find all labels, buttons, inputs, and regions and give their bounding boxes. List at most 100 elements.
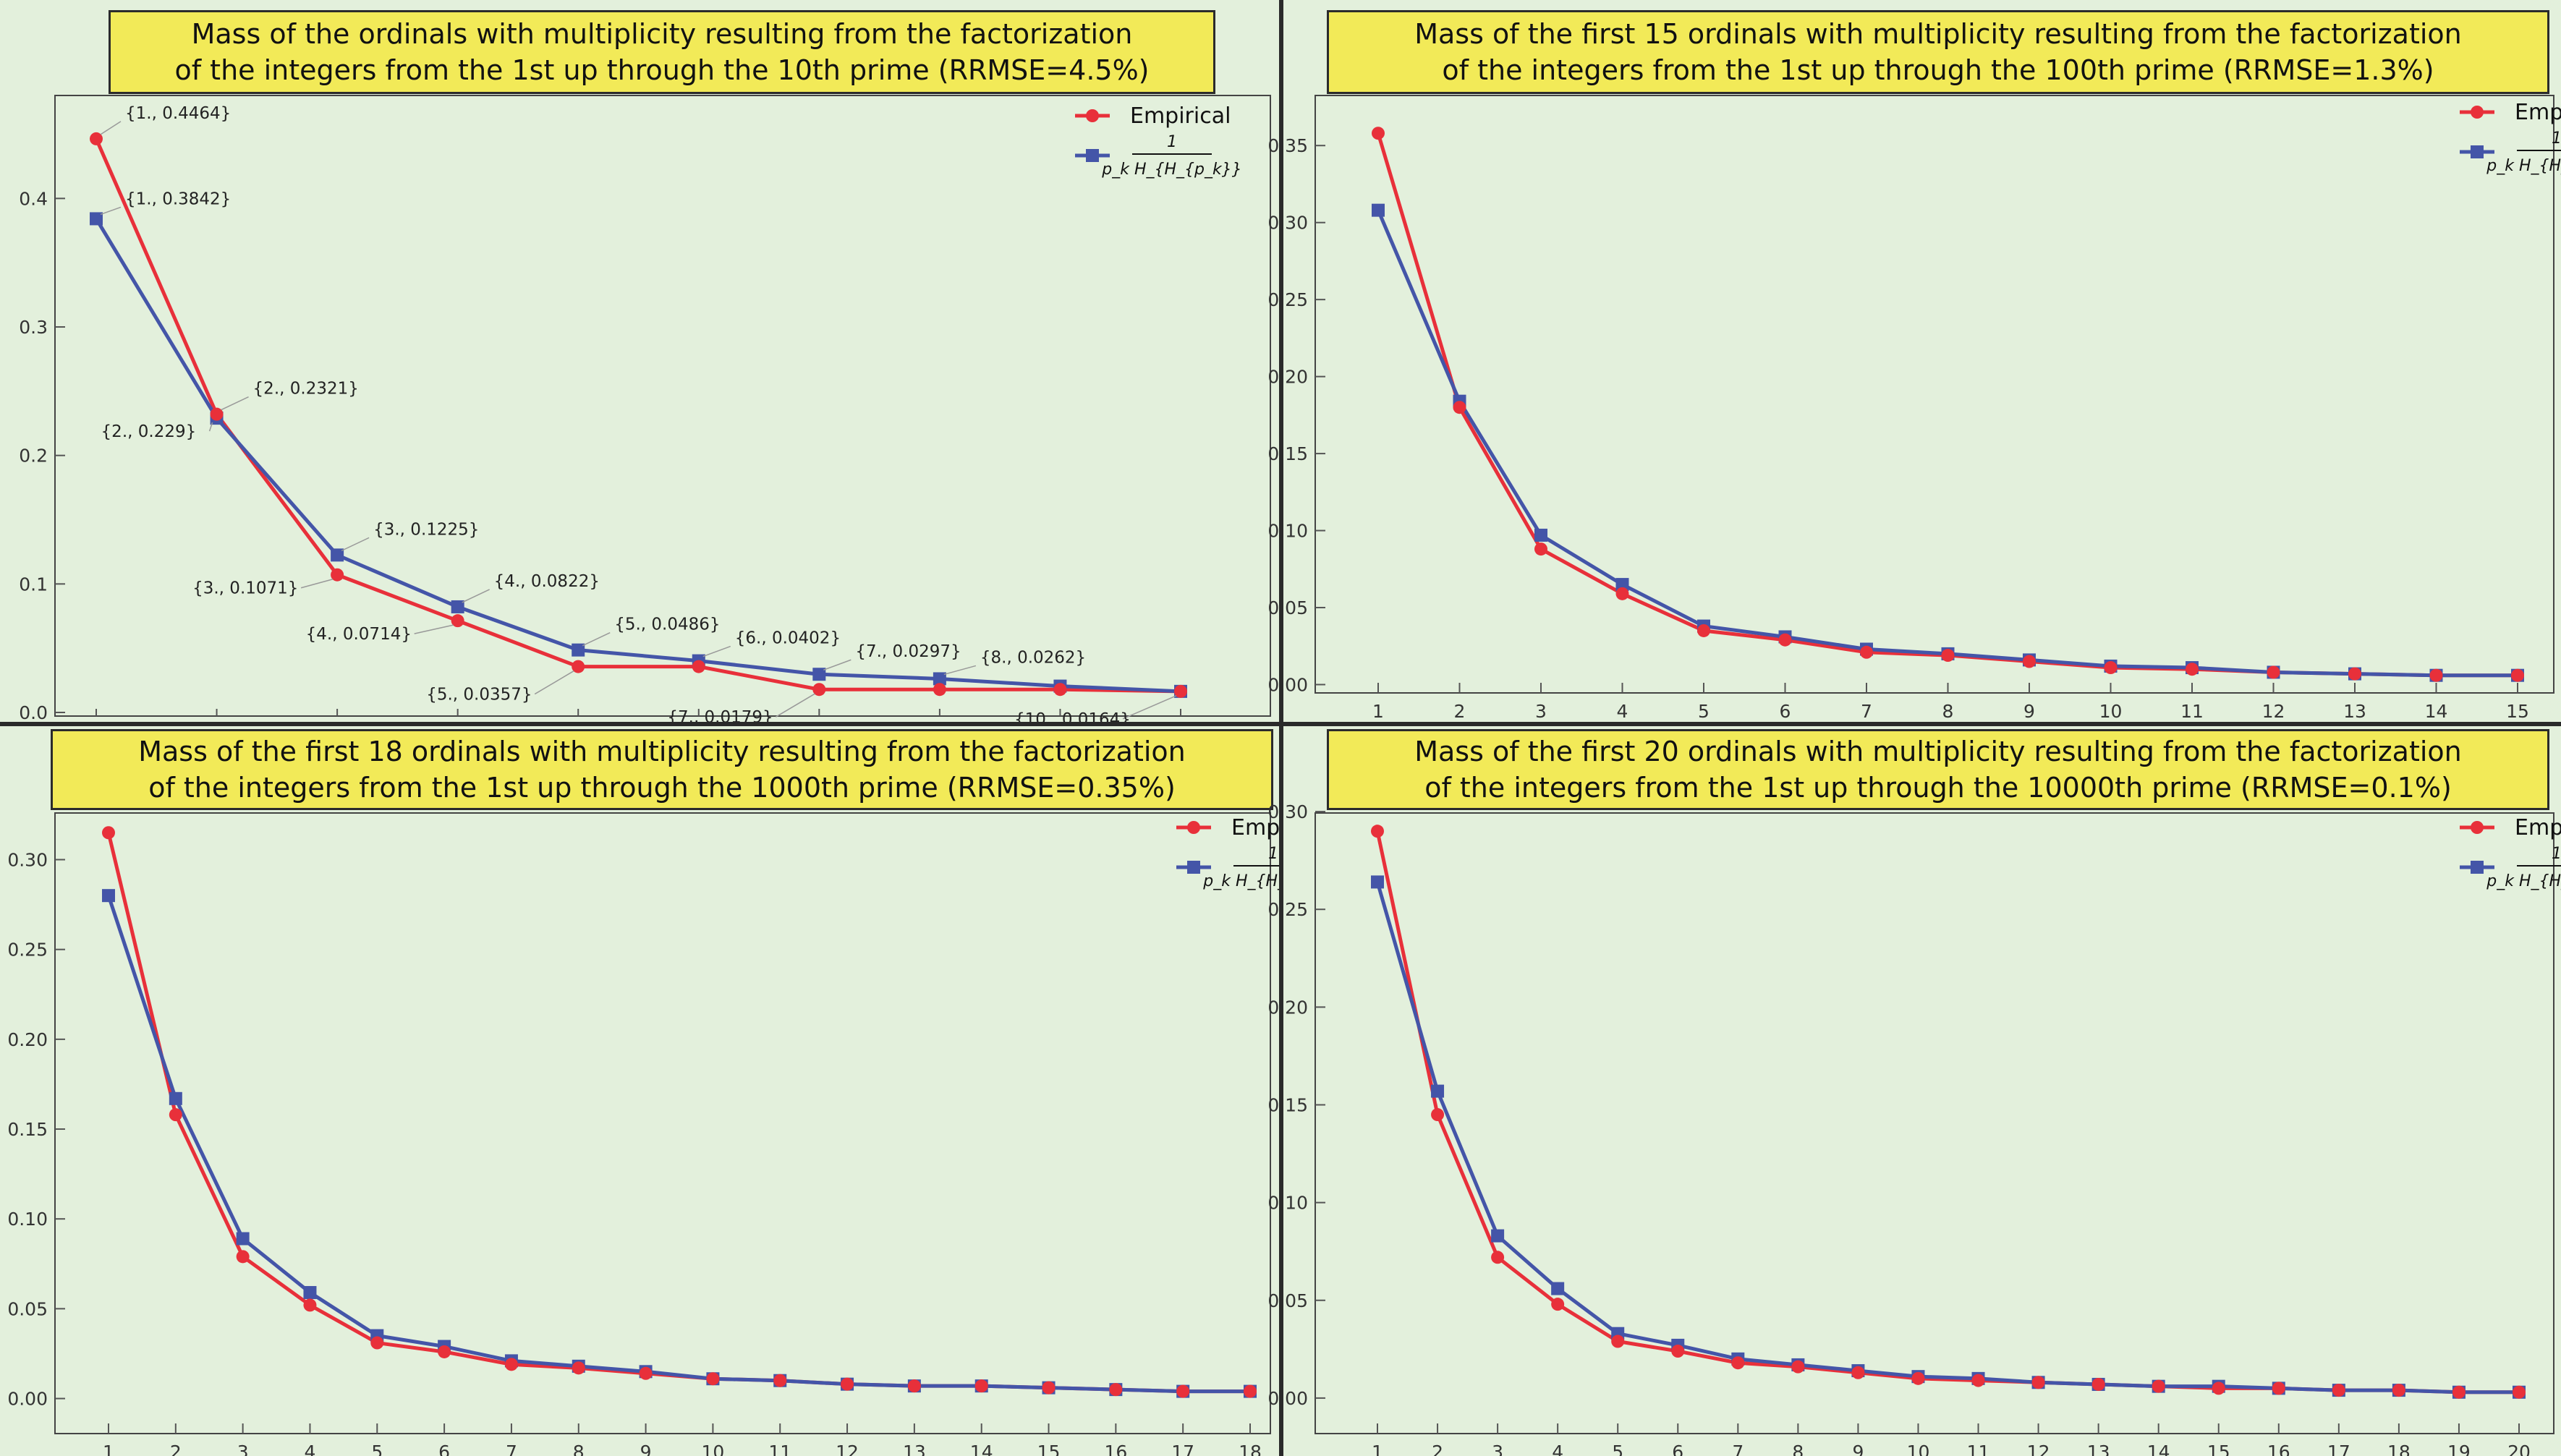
chart-title-line-2: of the integers from the 1st up through …	[148, 772, 1176, 804]
legend-model-denominator: p_k H_{H_{p_k}}	[1101, 161, 1241, 179]
point-label-leader	[462, 589, 490, 603]
legend-model-numerator: 1	[2552, 845, 2561, 863]
y-tick-label: 0.0	[19, 702, 48, 723]
empirical-point	[451, 614, 464, 628]
x-tick-label: 11	[1967, 1442, 1990, 1456]
y-tick-label: 0.05	[1267, 597, 1308, 618]
y-tick-label: 0.00	[1267, 674, 1308, 695]
x-tick-label: 2	[1432, 1442, 1443, 1456]
y-tick-label: 0.15	[1267, 1095, 1308, 1116]
x-tick-label: 8	[1792, 1442, 1804, 1456]
empirical-point	[773, 1374, 787, 1387]
model-point	[236, 1232, 250, 1246]
legend-model-marker	[1086, 149, 1099, 162]
x-tick-label: 13	[903, 1442, 926, 1456]
chart-title: Mass of the first 15 ordinals with multi…	[1327, 10, 2549, 94]
legend-model-denominator: p_k H_{H_{p_k}}	[2486, 157, 2561, 175]
x-tick-label: 9	[640, 1442, 652, 1456]
x-tick-label: 4	[1552, 1442, 1563, 1456]
x-tick-label: 1	[1372, 701, 1384, 722]
x-tick-label: 7	[1861, 701, 1872, 722]
x-tick-label: 12	[836, 1442, 859, 1456]
legend-empirical-marker	[2471, 106, 2484, 119]
point-label-leader	[221, 396, 249, 411]
model-point	[1491, 1229, 1505, 1243]
point-label: {7., 0.0297}	[855, 642, 961, 661]
point-label: {5., 0.0357}	[426, 686, 532, 704]
empirical-point	[1860, 645, 1873, 659]
empirical-point	[1174, 684, 1187, 698]
chart-panel-1000th-prime: 0.00 0.05 0.10 0.15 0.20 0.25 0.30 1 2 3 4 5 6 7 8 9 10 1…	[0, 726, 1343, 1456]
chart-title-line-2: of the integers from the 1st up through …	[1442, 54, 2434, 86]
chart-svg-10000th-prime: 0.000.050.100.150.200.250.301 2 3 4 5 6 7 8 9 10 1…	[1267, 801, 2561, 1456]
legend-empirical-marker	[1086, 109, 1099, 122]
model-series-line	[94, 218, 1181, 694]
empirical-point	[2429, 668, 2443, 682]
chart-title-line-2: of the integers from the 1st up through …	[1424, 772, 2452, 804]
y-tick-label: 0.00	[1267, 1388, 1308, 1409]
empirical-point	[1042, 1381, 1056, 1395]
model-point	[933, 672, 946, 686]
empirical-point	[2186, 663, 2199, 676]
empirical-point	[933, 683, 946, 697]
x-tick-label: 5	[371, 1442, 383, 1456]
y-tick-label: 0.30	[1267, 213, 1308, 234]
empirical-point	[2152, 1379, 2165, 1393]
empirical-series-line	[1376, 132, 2518, 678]
empirical-point	[1731, 1356, 1745, 1370]
legend-model-numerator: 1	[1268, 845, 1278, 863]
point-label: {1., 0.4464}	[125, 104, 231, 123]
empirical-point	[572, 1361, 585, 1375]
x-tick-label: 14	[2425, 701, 2448, 722]
x-tick-label: 20	[2507, 1442, 2531, 1456]
empirical-point	[1791, 1360, 1805, 1374]
chart-title-line-2: of the integers from the 1st up through …	[174, 54, 1150, 86]
x-tick-label: 6	[438, 1442, 450, 1456]
legend-empirical-label: Empirical	[2515, 100, 2561, 125]
x-tick-label: 18	[2387, 1442, 2411, 1456]
point-label-leader	[100, 121, 122, 135]
x-tick-label: 1	[1372, 1442, 1383, 1456]
empirical-point	[2091, 1377, 2105, 1391]
point-label: {3., 0.1071}	[192, 579, 298, 598]
chart-title-line-1: Mass of the first 18 ordinals with multi…	[138, 736, 1186, 767]
empirical-point	[2031, 1376, 2045, 1389]
empirical-point	[2104, 661, 2118, 675]
legend-empirical-label: Empirical	[1130, 103, 1231, 129]
model-point	[1615, 578, 1629, 592]
x-tick-label: 14	[2147, 1442, 2170, 1456]
vertical-divider	[1279, 0, 1283, 1456]
chart-title: Mass of the first 18 ordinals with multi…	[51, 729, 1273, 810]
point-label: {4., 0.0822}	[494, 572, 600, 591]
x-tick-label: 5	[1612, 1442, 1623, 1456]
empirical-point	[1534, 542, 1547, 556]
plot-frame	[1315, 95, 2554, 694]
x-tick-label: 7	[506, 1442, 517, 1456]
point-label: {2., 0.229}	[101, 422, 197, 441]
legend-empirical-label: Empirical	[2515, 815, 2561, 840]
x-tick-label: 10	[2099, 701, 2123, 722]
x-tick-label: 6	[1780, 701, 1791, 722]
y-tick-label: 0.10	[1267, 521, 1308, 542]
model-point	[1534, 528, 1547, 542]
empirical-point	[102, 826, 115, 840]
empirical-point	[639, 1366, 653, 1380]
y-tick-label: 0.10	[7, 1209, 48, 1230]
empirical-point	[706, 1372, 720, 1386]
x-tick-label: 14	[970, 1442, 993, 1456]
empirical-point	[303, 1298, 317, 1312]
model-point	[102, 889, 115, 903]
x-tick-label: 13	[2087, 1442, 2110, 1456]
model-series-line	[1375, 881, 2519, 1395]
model-point	[90, 212, 103, 226]
empirical-point	[2272, 1382, 2285, 1395]
chart-svg-10th-prime: 0.0 0.1 0.2 0.3 0.4 Empirical 1 p_k H_{H_{p_k}}…	[19, 95, 1271, 729]
legend-model-marker	[1187, 861, 1200, 874]
x-tick-label: 3	[1535, 701, 1547, 722]
empirical-point	[2332, 1384, 2345, 1397]
empirical-point	[1851, 1366, 1865, 1379]
empirical-point	[1671, 1345, 1685, 1358]
empirical-point	[1697, 623, 1710, 637]
empirical-point	[1244, 1384, 1257, 1398]
empirical-point	[1431, 1108, 1445, 1122]
